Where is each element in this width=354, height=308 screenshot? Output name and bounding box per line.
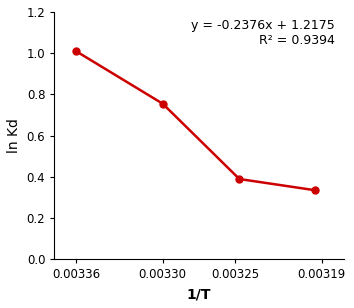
- Text: y = -0.2376x + 1.2175
R² = 0.9394: y = -0.2376x + 1.2175 R² = 0.9394: [191, 19, 335, 47]
- X-axis label: 1/T: 1/T: [187, 287, 211, 301]
- Y-axis label: ln Kd: ln Kd: [7, 118, 21, 153]
